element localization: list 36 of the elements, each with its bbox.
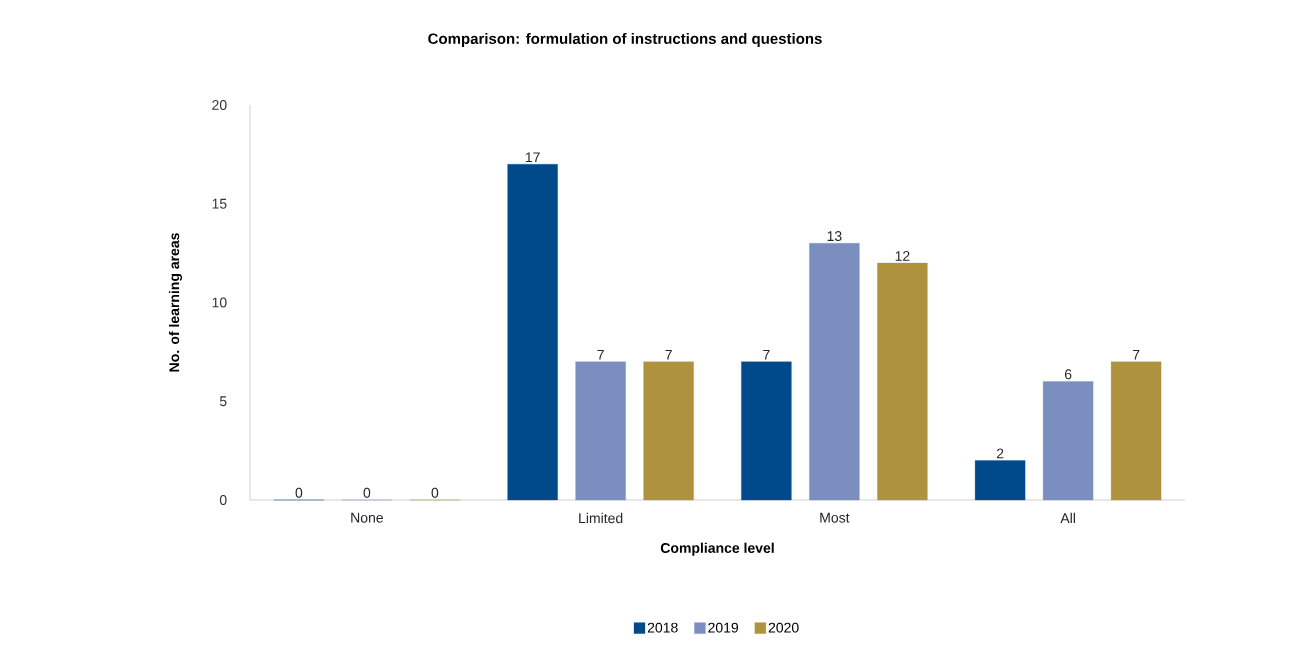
y-tick-label: 15 — [212, 198, 227, 209]
bar — [809, 243, 860, 501]
bar — [1042, 381, 1094, 501]
x-tick-label: Limited — [579, 512, 623, 524]
x-axis-title: Compliance level — [660, 542, 774, 556]
bar — [643, 361, 694, 501]
x-tick-label: Most — [820, 512, 850, 523]
legend-label: 2020 — [768, 622, 799, 633]
legend-label: 2019 — [708, 622, 739, 633]
x-tick-label: All — [1060, 512, 1075, 523]
y-tick-label: 5 — [219, 396, 227, 407]
bar — [507, 164, 558, 501]
data-label: 13 — [827, 231, 842, 242]
data-label: 6 — [1064, 369, 1072, 380]
data-label: 7 — [1132, 349, 1140, 360]
chart-title: Comparison: formulation of instructions and questions — [428, 33, 822, 47]
data-label: 0 — [295, 487, 303, 498]
data-label: 7 — [763, 349, 770, 360]
data-label: 7 — [665, 349, 672, 360]
bar — [741, 361, 792, 501]
bar — [877, 262, 928, 501]
data-label: 17 — [525, 152, 540, 163]
data-label: 2 — [996, 448, 1004, 459]
data-label: 12 — [895, 251, 910, 261]
y-tick-label: 10 — [212, 297, 227, 308]
y-tick-label: 0 — [219, 495, 227, 505]
y-tick-label: 20 — [212, 100, 227, 110]
y-axis-title: No. of learning areas — [168, 233, 183, 372]
x-tick-label: None — [351, 512, 383, 523]
bar — [974, 460, 1026, 501]
bar — [575, 361, 626, 501]
bar — [1110, 361, 1162, 501]
data-label: 7 — [597, 349, 604, 360]
legend-label: 2018 — [647, 622, 678, 633]
data-label: 0 — [363, 487, 371, 498]
data-label: 0 — [431, 487, 439, 498]
